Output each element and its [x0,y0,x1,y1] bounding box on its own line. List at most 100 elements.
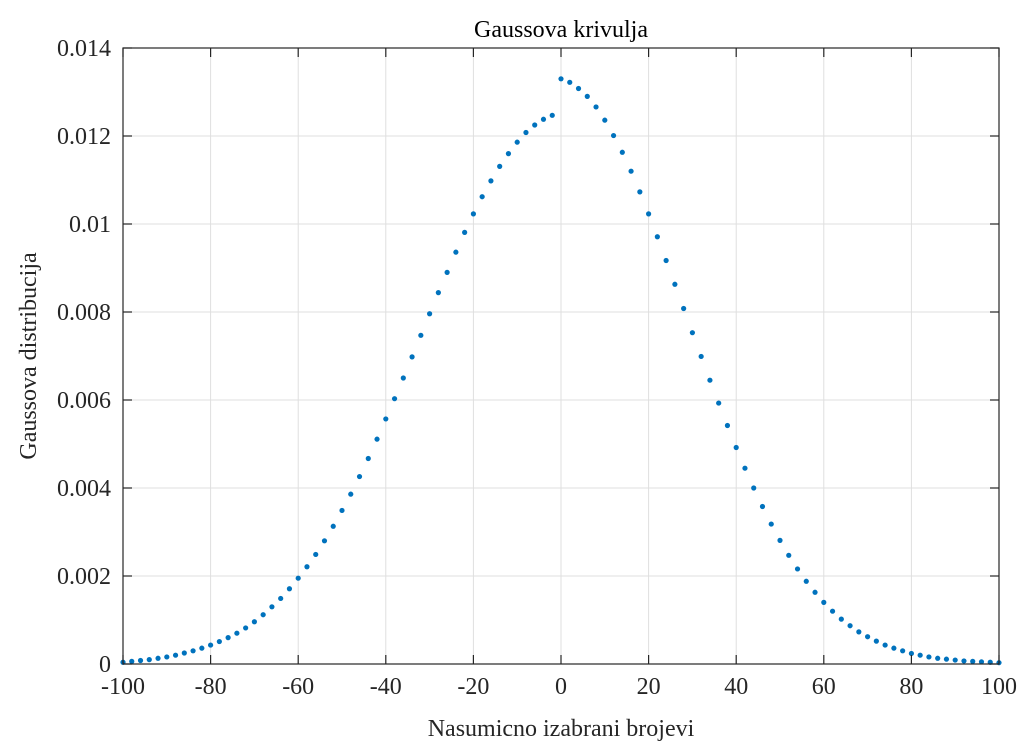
data-point [488,178,494,184]
data-point [532,122,538,128]
y-tick-label: 0.006 [57,388,111,414]
x-tick-label: 100 [981,674,1017,700]
data-point [672,281,678,287]
x-tick-label: -80 [195,674,227,700]
data-point [418,332,424,338]
data-point [943,656,950,662]
data-point [777,537,783,543]
data-point [304,564,310,570]
data-point [339,507,345,514]
data-point [707,377,713,383]
data-point [514,139,520,145]
data-point [821,599,827,606]
data-point [558,76,564,82]
x-tick-label: -100 [101,674,145,700]
data-point [444,269,450,275]
data-point [768,521,774,527]
data-point [313,551,319,558]
data-point [610,132,617,139]
data-point [190,648,196,654]
data-point [243,625,249,631]
data-point [453,249,459,255]
data-point [742,465,748,471]
data-point [172,652,179,658]
data-point [978,659,985,665]
data-point [365,455,371,462]
y-tick-label: 0.008 [57,300,111,326]
y-axis-label: Gaussova distribucija [16,252,42,460]
data-point [637,189,643,195]
data-point [540,116,547,122]
data-point [497,163,503,169]
data-point [856,629,862,635]
x-tick-label: -40 [370,674,402,700]
data-point [286,586,293,592]
data-point [786,552,792,558]
data-point [619,149,625,155]
ticks [122,47,1000,665]
y-tick-label: 0 [99,652,111,678]
data-point [374,436,380,442]
data-point [295,575,301,581]
x-tick-label: 0 [555,674,567,700]
data-point [628,168,634,174]
data-point [356,473,363,480]
data-point [926,654,932,660]
data-point [847,623,853,629]
data-point [663,257,669,264]
y-tick-label: 0.01 [69,212,111,238]
data-point [794,566,801,572]
data-point [278,595,284,602]
data-point [584,93,590,99]
data-point [803,578,809,584]
data-point [891,645,897,651]
data-point [654,234,660,240]
data-point [427,311,433,317]
data-point [908,650,915,657]
x-tick-label: 60 [812,674,836,700]
data-point [952,657,958,663]
x-tick-labels: -100 -80 -60 -40 -20 0 20 40 60 80 100 [101,674,1017,700]
data-point [164,654,170,660]
data-point [838,616,844,622]
data-point [129,658,135,664]
y-tick-label: 0.012 [57,124,111,150]
data-point [348,491,354,497]
data-point [505,151,512,157]
data-point [593,104,599,110]
data-point [917,652,923,658]
y-tick-labels: 0 0.002 0.004 0.006 0.008 0.01 0.012 0.014 [57,36,111,678]
data-point [225,635,231,641]
data-point [900,648,906,654]
data-point [681,305,687,312]
data-point [716,400,722,406]
data-point [146,657,152,663]
data-point [383,416,389,422]
data-point [751,485,757,491]
data-point [759,503,766,510]
data-point [400,375,406,381]
data-point [829,608,836,614]
x-tick-label: -20 [457,674,489,700]
data-point [435,290,441,296]
chart-title: Gaussova krivulja [474,17,648,43]
y-tick-label: 0.004 [57,476,111,502]
data-point [567,79,573,85]
data-points [120,76,1002,666]
data-point [462,229,468,235]
x-axis-label: Nasumicno izabrani brojevi [428,716,695,742]
data-point [646,211,652,217]
data-point [961,658,967,664]
data-point [698,353,704,360]
data-point [330,523,336,529]
data-point [251,619,257,625]
data-point [523,129,529,136]
data-point [391,396,398,402]
grid [122,47,1000,665]
data-point [865,634,871,640]
x-tick-label: 40 [724,674,748,700]
data-point [470,211,476,217]
data-point [181,650,187,656]
